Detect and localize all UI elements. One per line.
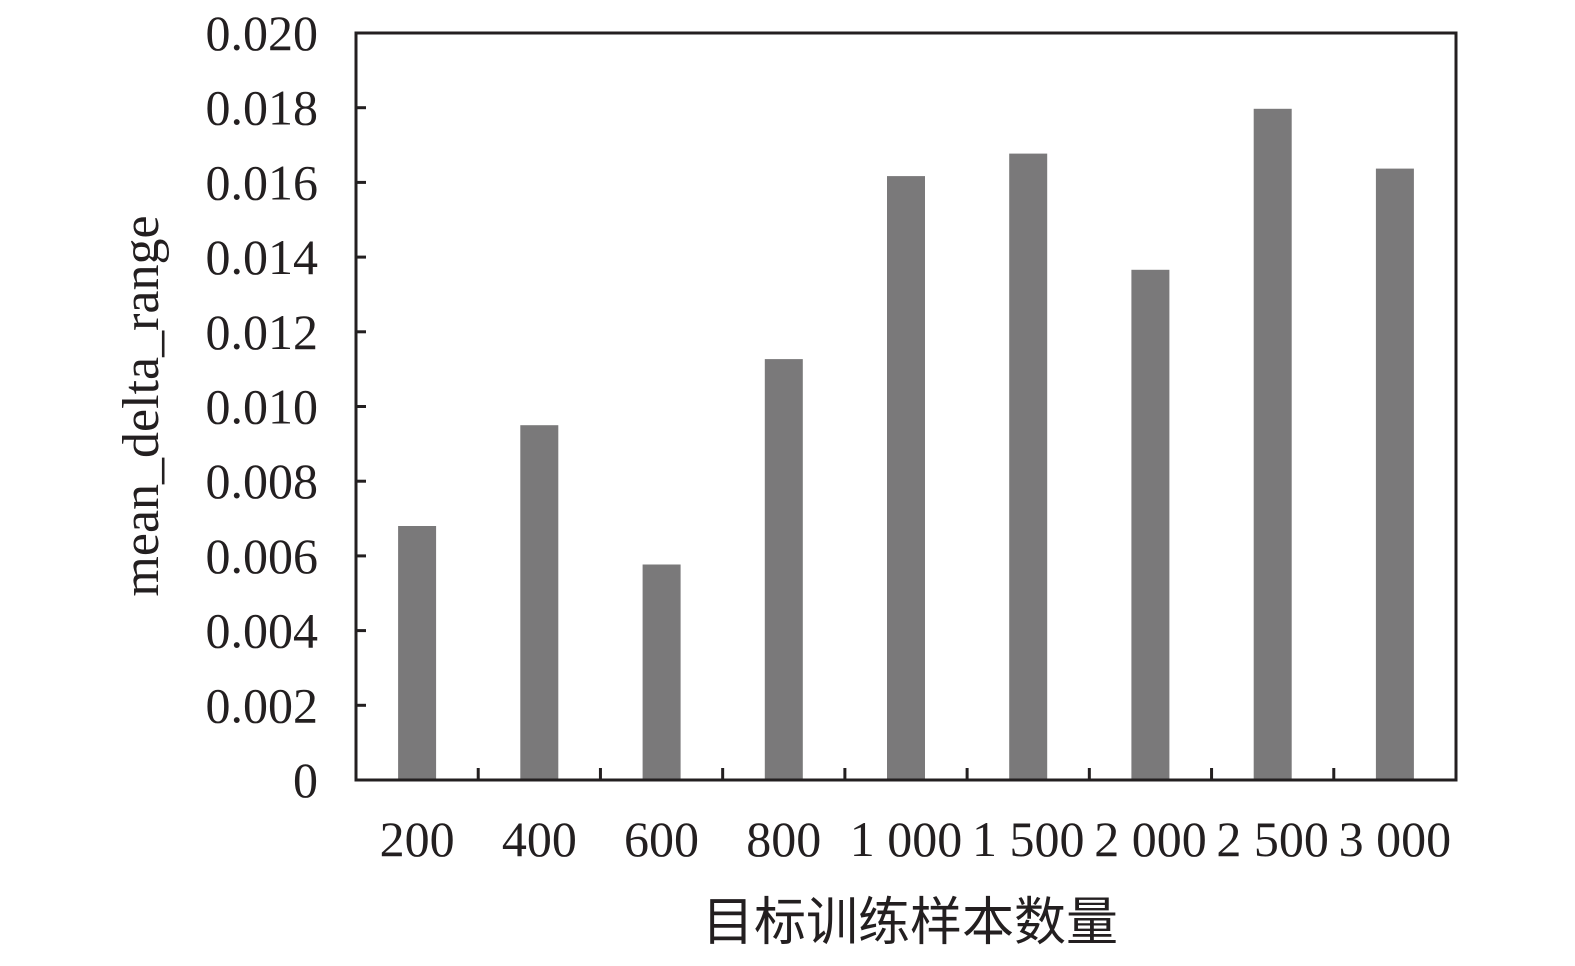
x-axis: 200 400 600 800 1 000 1 500 2 000 2 500 3 000 [380,768,1452,867]
y-tick-label: 0.014 [206,229,319,285]
x-tick-label: 2 000 [1094,811,1207,867]
y-tick-label: 0.020 [206,5,319,61]
y-tick-label: 0.006 [206,528,319,584]
y-tick-label: 0.018 [206,80,319,136]
x-tick-label: 600 [624,811,699,867]
bar-2 [642,564,681,780]
x-tick-label: 1 000 [850,811,963,867]
bar-3 [764,359,803,780]
x-tick-label: 800 [746,811,821,867]
y-tick-label: 0.002 [206,677,319,733]
bar-8 [1375,168,1414,781]
y-tick-label: 0.004 [206,603,319,659]
bar-6 [1131,269,1170,780]
y-tick-label: 0 [293,752,318,808]
bar-1 [520,425,559,780]
bar-0 [398,526,437,780]
y-axis-title: mean_delta_range [113,215,170,596]
y-tick-label: 0.008 [206,453,319,509]
y-tick-label: 0.010 [206,379,319,435]
x-tick-label: 200 [380,811,455,867]
bar-7 [1253,108,1292,781]
x-tick-label: 2 500 [1216,811,1329,867]
y-axis: 0 0.002 0.004 0.006 0.008 0.010 0.012 0.014 0.01… [206,5,366,808]
bar-series [398,108,1414,781]
bar-4 [887,176,925,781]
x-axis-title: 目标训练样本数量 [702,895,1118,952]
y-tick-label: 0.016 [206,154,319,210]
x-tick-label: 1 500 [972,811,1085,867]
bar-5 [1009,153,1048,781]
x-tick-label: 3 000 [1339,811,1452,867]
y-tick-label: 0.012 [206,304,319,360]
x-tick-label: 400 [502,811,577,867]
